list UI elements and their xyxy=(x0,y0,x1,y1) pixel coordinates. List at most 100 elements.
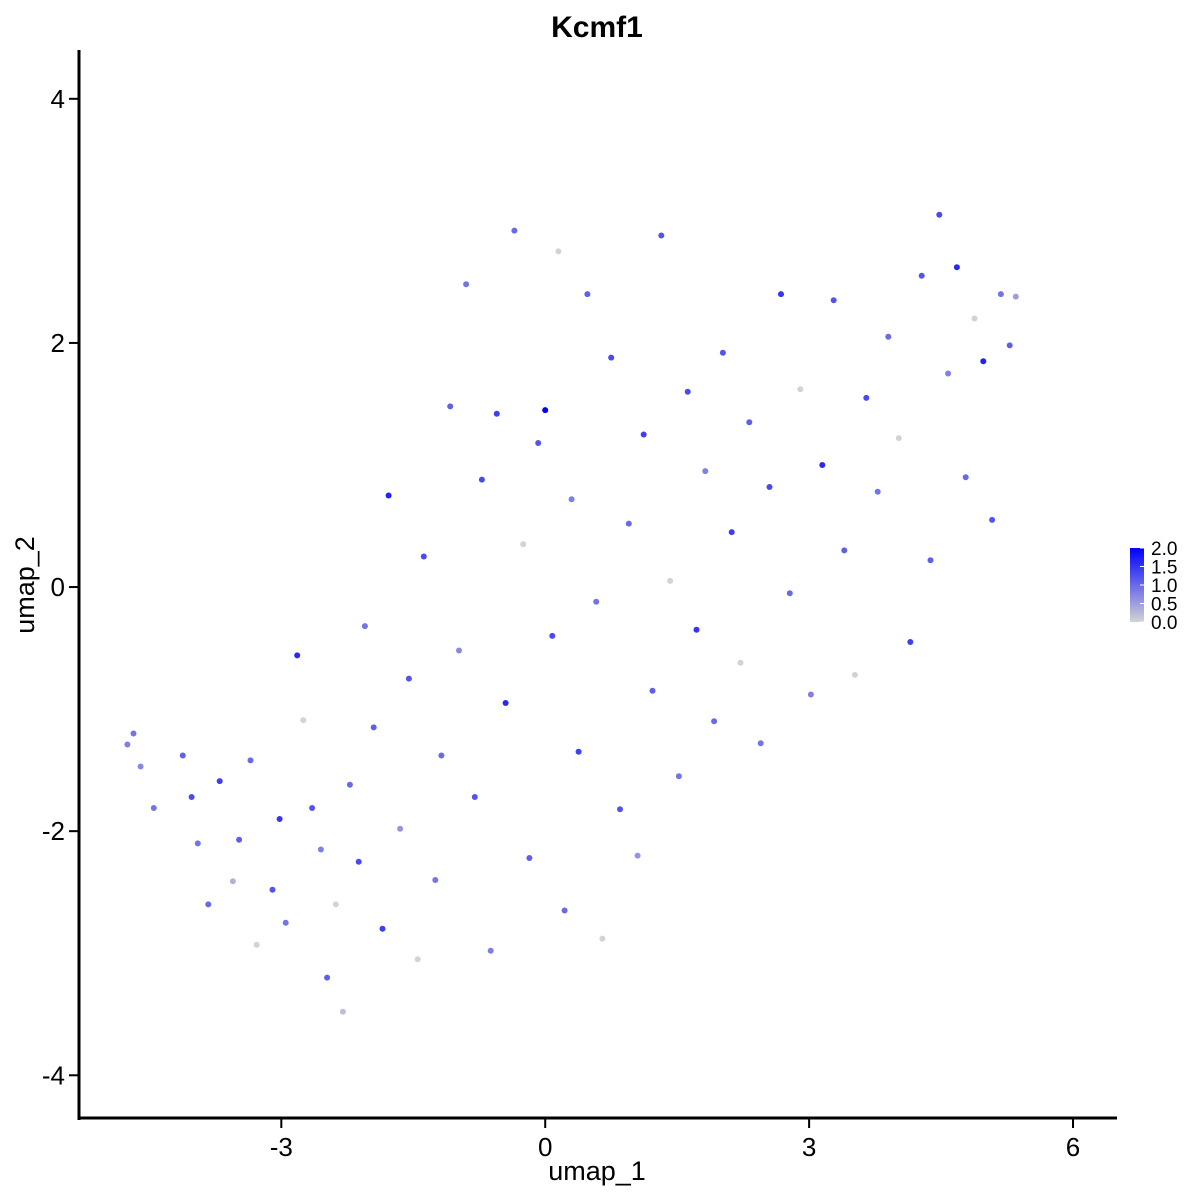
data-point xyxy=(971,315,978,322)
data-point xyxy=(778,291,784,298)
data-point xyxy=(593,598,600,605)
data-point xyxy=(487,947,494,954)
data-point xyxy=(863,394,870,401)
data-point xyxy=(962,474,969,481)
data-point xyxy=(575,748,582,755)
legend-label: 2.0 xyxy=(1151,539,1177,560)
legend-label: 1.0 xyxy=(1151,576,1177,597)
data-point xyxy=(885,333,892,340)
data-point xyxy=(346,781,353,788)
data-point xyxy=(555,248,562,255)
legend-label: 0.0 xyxy=(1151,613,1177,634)
data-point xyxy=(339,1008,346,1015)
data-point xyxy=(247,757,254,764)
data-point xyxy=(927,557,934,564)
x-tick-label: 6 xyxy=(1066,1132,1080,1162)
data-point xyxy=(493,410,500,417)
data-point xyxy=(253,941,260,948)
data-point xyxy=(830,297,837,304)
y-ticks: -4 -2 0 2 4 xyxy=(42,84,79,1090)
data-point xyxy=(385,492,392,499)
data-point xyxy=(851,671,858,678)
data-point xyxy=(526,855,533,861)
y-tick-label: -2 xyxy=(42,816,65,846)
data-point xyxy=(737,659,744,666)
data-point xyxy=(520,541,527,548)
points-layer xyxy=(124,211,1019,1015)
data-point xyxy=(728,529,735,536)
data-point xyxy=(542,407,549,414)
data-point xyxy=(471,794,478,800)
data-point xyxy=(786,590,793,597)
data-point xyxy=(355,858,362,865)
data-point xyxy=(361,623,368,630)
data-point xyxy=(124,741,131,748)
y-tick-label: 0 xyxy=(51,572,65,602)
data-point xyxy=(841,547,848,554)
data-point xyxy=(625,520,632,527)
data-point xyxy=(137,763,144,770)
data-point xyxy=(797,386,804,393)
data-point xyxy=(269,886,276,893)
color-legend: 2.01.51.00.50.0 xyxy=(1130,539,1177,634)
data-point xyxy=(324,974,331,981)
data-point xyxy=(617,806,623,813)
data-point xyxy=(309,805,316,811)
data-point xyxy=(405,675,412,682)
data-point xyxy=(640,431,647,438)
data-point xyxy=(332,901,339,908)
data-point xyxy=(895,435,902,442)
data-point xyxy=(599,935,606,942)
data-point xyxy=(658,232,665,239)
chart-title: Kcmf1 xyxy=(551,11,643,44)
data-point xyxy=(317,846,324,853)
data-point xyxy=(675,773,682,780)
data-point xyxy=(535,440,542,446)
data-point xyxy=(584,291,591,298)
data-point xyxy=(379,925,386,932)
data-point xyxy=(608,354,615,361)
data-point xyxy=(300,717,307,724)
data-point xyxy=(282,919,289,926)
data-point xyxy=(456,647,462,654)
data-point xyxy=(502,700,509,706)
data-point xyxy=(370,724,377,731)
y-tick-label: 4 xyxy=(51,84,65,114)
data-point xyxy=(150,805,157,811)
data-point xyxy=(634,852,641,859)
data-point xyxy=(447,403,454,410)
data-point xyxy=(561,907,568,914)
y-axis-label: umap_2 xyxy=(10,536,40,634)
data-point xyxy=(945,370,952,377)
x-tick-label: 3 xyxy=(802,1132,816,1162)
data-point xyxy=(1006,342,1013,349)
data-point xyxy=(414,956,421,963)
x-tick-label: 0 xyxy=(538,1132,552,1162)
data-point xyxy=(807,691,814,698)
data-point xyxy=(216,778,223,785)
data-point xyxy=(719,349,726,356)
data-point xyxy=(194,840,201,847)
data-point xyxy=(693,626,700,633)
legend-labels: 2.01.51.00.50.0 xyxy=(1140,539,1177,634)
data-point xyxy=(294,652,301,659)
data-point xyxy=(420,553,427,560)
data-point xyxy=(236,836,243,843)
legend-label: 1.5 xyxy=(1151,558,1177,579)
data-point xyxy=(953,264,960,271)
data-point xyxy=(511,227,518,234)
data-point xyxy=(684,388,691,395)
data-point xyxy=(276,816,283,822)
data-point xyxy=(819,462,826,468)
data-point xyxy=(568,496,575,503)
data-point xyxy=(463,281,470,288)
data-point xyxy=(766,484,773,490)
data-point xyxy=(205,901,212,908)
x-tick-label: -3 xyxy=(270,1132,293,1162)
data-point xyxy=(432,877,439,883)
data-point xyxy=(667,577,674,584)
data-point xyxy=(188,794,195,800)
data-point xyxy=(438,752,445,759)
data-point xyxy=(478,476,485,483)
legend-label: 0.5 xyxy=(1151,595,1177,616)
